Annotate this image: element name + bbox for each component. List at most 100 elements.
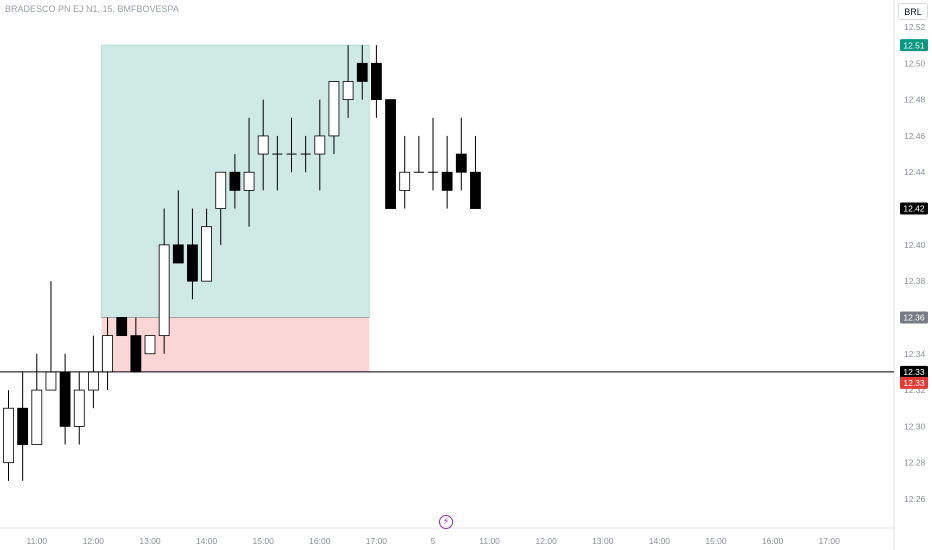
candle-body <box>399 171 411 191</box>
x-tick-label: 13:00 <box>139 536 161 546</box>
candle <box>45 281 57 391</box>
candle-body <box>187 244 198 282</box>
candle-body <box>116 317 128 337</box>
y-tick-label: 12.40 <box>904 240 926 250</box>
candle <box>201 208 213 282</box>
y-tick-label: 12.26 <box>904 494 926 504</box>
candle <box>441 135 453 209</box>
candle-body <box>455 153 467 173</box>
candle <box>314 99 326 191</box>
y-tick-label: 12.34 <box>904 349 926 359</box>
candle <box>187 208 198 300</box>
candle <box>229 154 241 209</box>
price-badge-bg <box>900 376 928 389</box>
candle <box>385 99 396 209</box>
x-tick-label: 5 <box>431 536 436 546</box>
candle <box>243 117 255 227</box>
x-tick-label: 17:00 <box>366 536 388 546</box>
candle <box>328 81 340 155</box>
candle-body <box>356 62 368 82</box>
candle <box>399 135 411 209</box>
candle <box>116 317 128 337</box>
y-tick-label: 12.28 <box>904 458 926 468</box>
candle-body <box>73 389 85 427</box>
symbol-title: BRADESCO PN EJ N1, 15, BMFBOVESPA <box>5 4 179 14</box>
candle-body <box>17 407 29 445</box>
candle-body <box>370 62 382 101</box>
price-badge-label: 12.36 <box>903 313 925 323</box>
price-badge-bg <box>900 311 928 324</box>
candle <box>455 117 467 191</box>
candle-body <box>385 99 396 209</box>
candle-body <box>158 244 170 337</box>
candle-body <box>31 389 43 445</box>
y-tick-label: 12.30 <box>904 421 926 431</box>
x-tick-label: 15:00 <box>705 536 727 546</box>
x-tick-label: 14:00 <box>196 536 218 546</box>
candle-body <box>328 81 340 137</box>
candle-body <box>342 81 354 101</box>
x-tick-label: 11:00 <box>479 536 500 546</box>
candle <box>428 117 438 191</box>
price-badge-last: 12.42 <box>900 202 928 215</box>
price-badge-bg <box>900 202 928 215</box>
candle-body <box>45 371 57 391</box>
candle <box>3 390 14 481</box>
candle <box>286 117 297 173</box>
x-tick-label: 17:00 <box>819 536 841 546</box>
candle <box>73 371 85 445</box>
y-tick-label: 12.48 <box>904 95 926 105</box>
candle-body <box>3 407 14 464</box>
x-tick-label: 11:00 <box>26 536 47 546</box>
x-tick-label: 12:00 <box>536 536 558 546</box>
price-badge-label: 12.33 <box>903 367 925 377</box>
candle-body <box>172 244 184 264</box>
candle <box>272 135 283 191</box>
x-tick-label: 14:00 <box>649 536 671 546</box>
candle-body <box>130 335 142 373</box>
candle <box>300 135 311 173</box>
candle <box>215 171 227 245</box>
x-tick-label: 15:00 <box>253 536 275 546</box>
y-tick-label: 12.38 <box>904 276 926 286</box>
x-tick-label: 13:00 <box>592 536 614 546</box>
lightning-icon[interactable]: ⚡ <box>439 515 453 529</box>
candle <box>342 45 354 118</box>
candle <box>31 353 43 445</box>
candle-body <box>229 171 241 191</box>
candle-body <box>470 171 481 209</box>
candle-body <box>144 335 156 355</box>
candle-body <box>243 171 255 191</box>
candle <box>59 353 71 445</box>
x-tick-label: 16:00 <box>762 536 784 546</box>
currency-button[interactable]: BRL <box>898 3 928 20</box>
y-tick-label: 12.32 <box>904 385 926 395</box>
candle <box>17 371 29 481</box>
candle <box>470 135 481 209</box>
price-badge-label: 12.33 <box>903 378 925 388</box>
candle <box>172 190 184 264</box>
y-tick-label: 12.50 <box>904 58 926 68</box>
y-tick-label: 12.46 <box>904 131 926 141</box>
price-badge-bg <box>900 365 928 378</box>
price-badge-stop: 12.33 <box>900 376 928 389</box>
candle-body <box>314 135 326 155</box>
price-badge-label: 12.42 <box>903 204 925 214</box>
candle <box>356 45 368 100</box>
x-tick-label: 16:00 <box>309 536 331 546</box>
candle-body <box>102 335 113 373</box>
candle <box>158 208 170 354</box>
candle-body <box>215 171 227 209</box>
candle-body <box>441 171 453 191</box>
candle-body <box>59 371 71 427</box>
stop-zone <box>101 317 370 372</box>
y-tick-label: 12.44 <box>904 167 926 177</box>
candle <box>144 335 156 355</box>
price-badge-bg <box>900 39 928 52</box>
candle-body <box>257 135 269 155</box>
y-tick-label: 12.52 <box>904 22 926 32</box>
price-badge-label: 12.51 <box>903 40 925 50</box>
candle <box>257 99 269 191</box>
price-badge-entry: 12.36 <box>900 311 928 324</box>
